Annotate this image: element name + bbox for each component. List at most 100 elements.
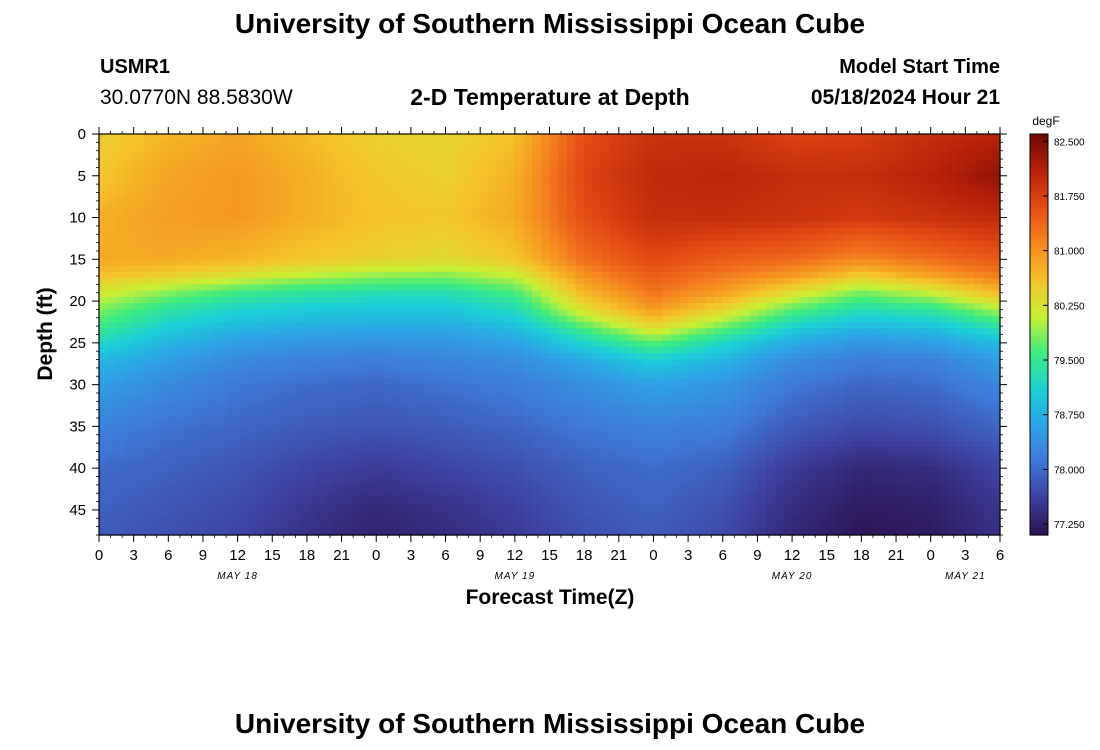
heatmap-cell: [636, 227, 646, 235]
heatmap-cell: [419, 309, 429, 317]
heatmap-cell: [558, 409, 568, 417]
heatmap-cell: [506, 378, 516, 386]
heatmap-cell: [584, 184, 594, 191]
heatmap-cell: [913, 278, 923, 285]
heatmap-cell: [367, 328, 377, 336]
heatmap-cell: [878, 403, 888, 411]
heatmap-cell: [852, 221, 862, 229]
heatmap-cell: [436, 146, 447, 154]
heatmap-cell: [445, 240, 455, 248]
heatmap-cell: [324, 334, 334, 342]
heatmap-cell: [150, 253, 161, 260]
heatmap-cell: [679, 372, 689, 379]
heatmap-cell: [662, 309, 672, 317]
heatmap-cell: [454, 409, 464, 417]
heatmap-cell: [402, 265, 412, 273]
heatmap-cell: [497, 278, 507, 285]
heatmap-cell: [124, 284, 135, 292]
heatmap-cell: [497, 359, 507, 367]
heatmap-cell: [367, 278, 377, 285]
heatmap-cell: [289, 284, 299, 292]
heatmap-cell: [436, 328, 447, 336]
heatmap-cell: [696, 296, 707, 304]
heatmap-cell: [566, 134, 577, 141]
heatmap-cell: [462, 165, 473, 173]
heatmap-cell: [991, 140, 1001, 148]
heatmap-cell: [306, 403, 317, 411]
heatmap-cell: [237, 284, 247, 292]
heatmap-cell: [549, 415, 559, 423]
heatmap-cell: [844, 340, 854, 348]
heatmap-cell: [965, 278, 975, 285]
heatmap-cell: [488, 365, 499, 373]
heatmap-cell: [228, 353, 239, 361]
heatmap-cell: [150, 372, 161, 379]
heatmap-cell: [506, 215, 516, 223]
heatmap-cell: [748, 171, 759, 179]
heatmap-cell: [913, 259, 923, 267]
heatmap-cell: [376, 177, 386, 185]
heatmap-cell: [358, 422, 369, 430]
heatmap-cell: [636, 140, 646, 148]
heatmap-cell: [783, 271, 793, 279]
heatmap-cell: [887, 428, 897, 436]
heatmap-cell: [714, 227, 724, 235]
heatmap-cell: [670, 177, 681, 185]
heatmap-cell: [523, 284, 533, 292]
heatmap-cell: [341, 134, 351, 141]
heatmap-cell: [376, 134, 386, 141]
heatmap-cell: [939, 196, 949, 204]
heatmap-cell: [852, 227, 862, 235]
heatmap-cell: [861, 359, 871, 367]
heatmap-cell: [254, 221, 265, 229]
heatmap-cell: [263, 422, 273, 430]
heatmap-cell: [506, 309, 516, 317]
heatmap-cell: [852, 215, 862, 223]
heatmap-cell: [696, 303, 707, 311]
heatmap-cell: [575, 321, 585, 329]
heatmap-cell: [800, 378, 810, 386]
heatmap-cell: [679, 422, 689, 430]
heatmap-cell: [878, 177, 888, 185]
heatmap-cell: [315, 202, 325, 210]
heatmap-cell: [419, 177, 429, 185]
heatmap-cell: [835, 184, 845, 191]
heatmap-cell: [835, 177, 845, 185]
heatmap-cell: [566, 359, 577, 367]
heatmap-cell: [575, 278, 585, 285]
heatmap-cell: [809, 146, 819, 154]
heatmap-cell: [280, 140, 291, 148]
heatmap-cell: [627, 309, 637, 317]
heatmap-cell: [471, 152, 481, 160]
heatmap-cell: [844, 196, 854, 204]
heatmap-cell: [497, 215, 507, 223]
heatmap-cell: [462, 278, 473, 285]
heatmap-cell: [844, 378, 854, 386]
heatmap-cell: [757, 209, 767, 217]
heatmap-cell: [800, 403, 810, 411]
heatmap-cell: [159, 365, 169, 373]
heatmap-cell: [402, 253, 412, 260]
heatmap-cell: [150, 321, 161, 329]
heatmap-cell: [254, 165, 265, 173]
heatmap-cell: [185, 171, 195, 179]
heatmap-cell: [982, 209, 992, 217]
heatmap-cell: [982, 240, 992, 248]
heatmap-cell: [497, 290, 507, 298]
heatmap-cell: [670, 415, 681, 423]
heatmap-cell: [688, 428, 698, 436]
heatmap-cell: [549, 409, 559, 417]
heatmap-cell: [168, 159, 178, 166]
heatmap-cell: [410, 140, 421, 148]
heatmap-cell: [904, 221, 914, 229]
heatmap-cell: [965, 284, 975, 292]
heatmap-cell: [705, 409, 715, 417]
heatmap-cell: [904, 159, 914, 166]
heatmap-cell: [774, 190, 785, 198]
heatmap-cell: [870, 177, 880, 185]
heatmap-cell: [679, 415, 689, 423]
heatmap-cell: [272, 384, 282, 392]
heatmap-cell: [402, 303, 412, 311]
heatmap-cell: [670, 134, 681, 141]
heatmap-cell: [254, 171, 265, 179]
